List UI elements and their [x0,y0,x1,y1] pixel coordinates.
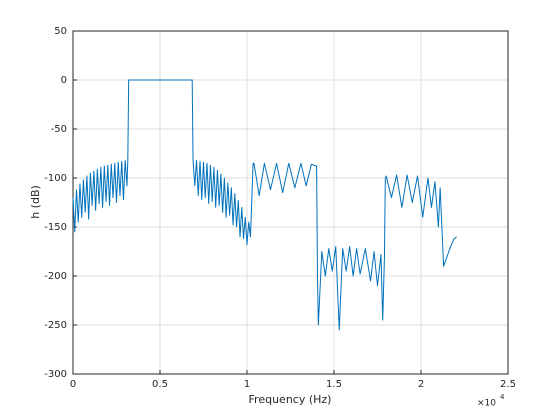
x-multiplier-exponent: 4 [500,393,505,401]
y-tick-label: -150 [44,222,67,233]
y-tick-label: -300 [44,369,67,380]
y-axis-label: h (dB) [29,185,42,219]
x-tick-label: 2 [418,379,424,390]
x-multiplier: ×10 [477,399,496,409]
y-tick-label: 50 [54,26,67,37]
y-tick-label: -250 [44,320,67,331]
y-tick-label: -50 [51,124,67,135]
x-tick-label: 1.5 [326,379,342,390]
x-tick-label: 0 [70,379,76,390]
x-tick-label: 0.5 [152,379,168,390]
y-tick-label: -100 [44,173,67,184]
y-tick-label: 0 [61,75,67,86]
x-tick-label: 1 [244,379,250,390]
line-series [72,79,457,331]
axes-box [72,30,509,375]
x-axis-label: Frequency (Hz) [249,393,332,406]
x-tick-label: 2.5 [500,379,516,390]
y-tick-label: -200 [44,271,67,282]
